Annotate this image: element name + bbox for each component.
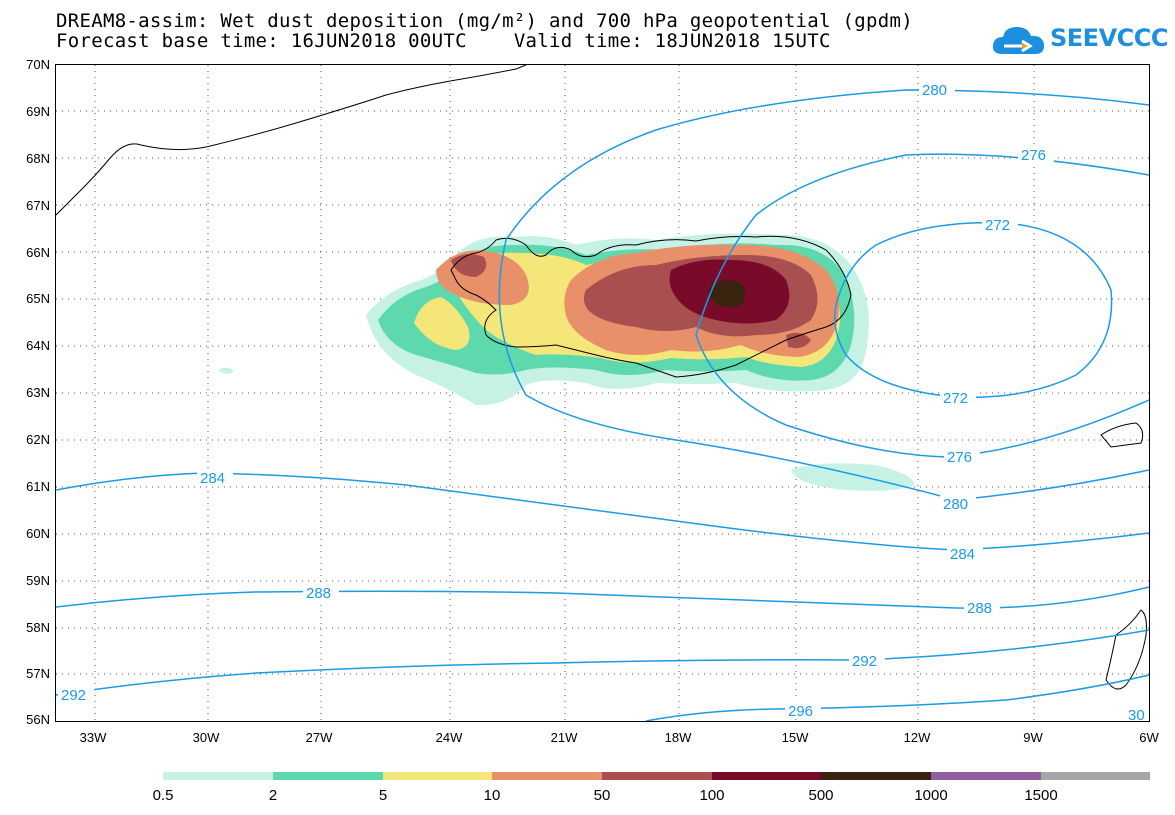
colorbar-label: 10 xyxy=(483,787,501,804)
dust-deposition-field xyxy=(218,233,915,491)
contour-label: 272 xyxy=(985,217,1010,234)
lat-label: 60N xyxy=(26,526,50,541)
seevccc-logo: SEEVCCC xyxy=(990,20,1169,60)
contour-label: 276 xyxy=(1021,147,1046,164)
contour-label: 276 xyxy=(947,449,972,466)
colorbar-swatch xyxy=(712,772,821,780)
dust-level-500 xyxy=(708,280,746,308)
colorbar-label: 2 xyxy=(268,787,278,804)
contour-label: 292 xyxy=(852,653,877,670)
map-subtitle: Forecast base time: 16JUN2018 00UTC Vali… xyxy=(56,30,831,52)
cloud-icon xyxy=(992,27,1045,54)
lon-label: 24W xyxy=(435,730,463,745)
lat-label: 62N xyxy=(26,432,50,447)
contour-label: 284 xyxy=(950,546,975,563)
colorbar-swatch xyxy=(1041,772,1150,780)
lon-label: 33W xyxy=(79,730,107,745)
contour-label: 288 xyxy=(967,600,992,617)
lat-label: 66N xyxy=(26,245,50,260)
lat-label: 65N xyxy=(26,291,50,306)
lat-label: 64N xyxy=(26,338,50,353)
colorbar-label: 1500 xyxy=(1024,787,1058,804)
contour-label: 272 xyxy=(943,390,968,407)
lon-label: 15W xyxy=(781,730,809,745)
geopotential-contours xyxy=(56,89,1149,721)
colorbar-label: 5 xyxy=(378,787,388,804)
lon-label: 18W xyxy=(664,730,692,745)
colorbar-label: 500 xyxy=(808,787,834,804)
graticule xyxy=(56,65,1149,721)
lon-label: 6W xyxy=(1139,730,1159,745)
lat-label: 61N xyxy=(26,479,50,494)
colorbar-label: 1000 xyxy=(914,787,948,804)
map-canvas: 280 276 272 272 276 280 284 284 288 288 … xyxy=(56,65,1149,721)
contour-label: 30 xyxy=(1128,707,1145,721)
colorbar-swatch xyxy=(163,772,273,780)
map-title: DREAM8-assim: Wet dust deposition (mg/m²… xyxy=(56,10,913,32)
dust-level-5 xyxy=(414,297,470,350)
contour-labels: 280 276 272 272 276 280 284 284 288 288 … xyxy=(58,80,1145,721)
coastlines xyxy=(56,65,1147,690)
lat-label: 56N xyxy=(26,712,50,727)
lat-label: 59N xyxy=(26,573,50,588)
contour-label: 296 xyxy=(788,703,813,720)
lat-label: 58N xyxy=(26,620,50,635)
contour-label: 292 xyxy=(61,687,86,704)
colorbar-swatch xyxy=(821,772,931,780)
lon-label: 27W xyxy=(305,730,333,745)
contour-label: 288 xyxy=(306,585,331,602)
colorbar-label: 50 xyxy=(593,787,611,804)
colorbar-swatch xyxy=(492,772,602,780)
lat-label: 63N xyxy=(26,385,50,400)
lat-label: 69N xyxy=(26,104,50,119)
colorbar-swatch xyxy=(931,772,1041,780)
map-panel: 280 276 272 272 276 280 284 284 288 288 … xyxy=(55,64,1150,722)
colorbar-swatch xyxy=(602,772,712,780)
logo-text: SEEVCCC xyxy=(1050,24,1169,52)
lat-label: 68N xyxy=(26,151,50,166)
colorbar-swatch xyxy=(383,772,492,780)
lon-label: 9W xyxy=(1023,730,1043,745)
lat-label: 67N xyxy=(26,198,50,213)
lat-label: 57N xyxy=(26,666,50,681)
colorbar-label: 100 xyxy=(699,787,725,804)
contour-label: 284 xyxy=(200,470,225,487)
lon-label: 30W xyxy=(192,730,220,745)
lat-label: 70N xyxy=(26,57,50,72)
colorbar-swatch xyxy=(273,772,383,780)
contour-label: 280 xyxy=(922,82,947,99)
lon-label: 21W xyxy=(550,730,578,745)
lon-label: 12W xyxy=(903,730,931,745)
contour-label: 280 xyxy=(943,496,968,513)
colorbar-label: 0.5 xyxy=(152,787,174,804)
